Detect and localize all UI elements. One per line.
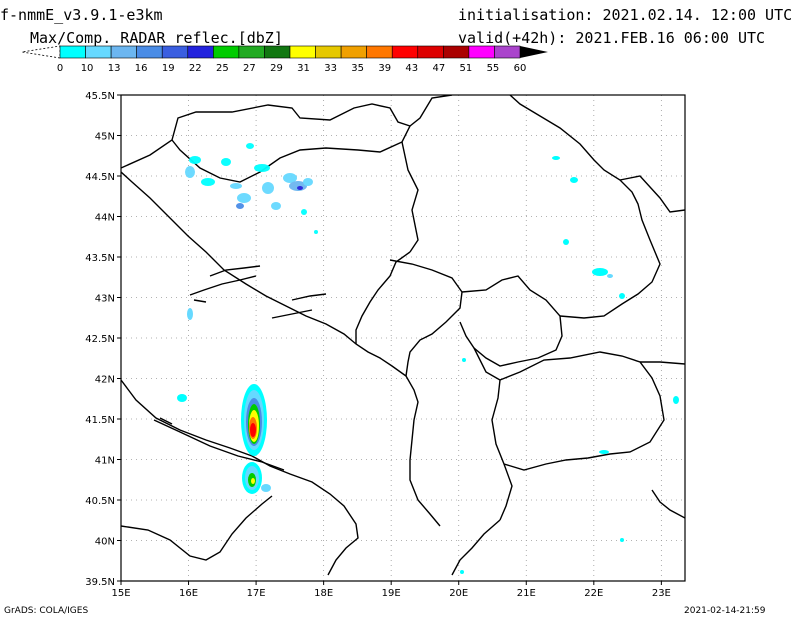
x-tick-label: 21E bbox=[517, 588, 536, 599]
croatia-bosnia-border bbox=[171, 125, 411, 183]
dalmatian-island-1 bbox=[189, 275, 257, 296]
y-tick-label: 43.5N bbox=[85, 253, 115, 264]
y-tick-label: 44N bbox=[95, 213, 115, 224]
colorbar-label: 13 bbox=[108, 63, 121, 74]
y-tick-label: 45.5N bbox=[85, 91, 115, 102]
colorbar-swatch bbox=[315, 45, 342, 59]
italy-heel-line bbox=[153, 419, 285, 471]
bosnia-east-border bbox=[401, 141, 419, 253]
kosovo-border bbox=[459, 275, 563, 367]
product-title: Max/Comp. RADAR reflec.[dbZ] bbox=[30, 29, 283, 47]
bosnia-montenegro-border bbox=[355, 251, 411, 344]
north-macedonia-border bbox=[499, 351, 665, 471]
y-tick-label: 45N bbox=[95, 132, 115, 143]
colorbar-swatch bbox=[468, 45, 495, 59]
y-tick-label: 42.5N bbox=[85, 334, 115, 345]
y-tick-label: 39.5N bbox=[85, 577, 115, 588]
colorbar-swatch bbox=[187, 45, 214, 59]
x-tick-label: 18E bbox=[314, 588, 333, 599]
colorbar-swatch bbox=[417, 45, 444, 59]
colorbar-label: 31 bbox=[297, 63, 310, 74]
serbia-montenegro-border bbox=[389, 259, 463, 377]
colorbar-label: 19 bbox=[162, 63, 175, 74]
y-tick-label: 41.5N bbox=[85, 415, 115, 426]
colorbar-label: 35 bbox=[351, 63, 364, 74]
colorbar-swatch bbox=[366, 45, 393, 59]
x-tick-label: 15E bbox=[111, 588, 130, 599]
colorbar-swatch bbox=[85, 45, 112, 59]
colorbar-label: 47 bbox=[432, 63, 445, 74]
dalmatian-island-3 bbox=[271, 309, 313, 319]
colorbar-label: 33 bbox=[324, 63, 337, 74]
radar-echoes bbox=[177, 143, 679, 574]
colorbar-swatch bbox=[110, 45, 137, 59]
colorbar-label: 27 bbox=[243, 63, 256, 74]
x-tick-label: 16E bbox=[179, 588, 198, 599]
x-tick-label: 20E bbox=[449, 588, 468, 599]
colorbar-swatch bbox=[289, 45, 316, 59]
y-tick-label: 40N bbox=[95, 537, 115, 548]
colorbar-swatch bbox=[391, 45, 419, 59]
dalmatian-island-5 bbox=[193, 299, 207, 303]
render-timestamp: 2021-02-14-21:59 bbox=[684, 606, 766, 616]
colorbar-label: 51 bbox=[460, 63, 473, 74]
colorbar-label: 29 bbox=[270, 63, 283, 74]
romania-serbia-border bbox=[619, 175, 685, 213]
albania-east-border bbox=[473, 347, 513, 521]
colorbar-swatch bbox=[238, 45, 265, 59]
x-tick-label: 23E bbox=[652, 588, 671, 599]
colorbar-swatch bbox=[136, 45, 163, 59]
greece-albania-border bbox=[451, 519, 501, 576]
grads-credit: GrADS: COLA/IGES bbox=[4, 606, 89, 616]
colorbar-swatch bbox=[494, 45, 521, 59]
colorbar-label: 39 bbox=[378, 63, 391, 74]
italy-coast-east bbox=[159, 417, 173, 425]
colorbar-label: 60 bbox=[514, 63, 527, 74]
x-tick-label: 19E bbox=[382, 588, 401, 599]
model-title: f-nmmE_v3.9.1-e3km bbox=[0, 6, 163, 24]
x-tick-label: 22E bbox=[584, 588, 603, 599]
colorbar-swatch bbox=[161, 45, 189, 59]
colorbar-label: 10 bbox=[81, 63, 94, 74]
italy-coast-north bbox=[121, 379, 359, 576]
colorbar-label: 43 bbox=[405, 63, 418, 74]
colorbar-swatch bbox=[264, 45, 291, 59]
colorbar-upper-arrow bbox=[520, 46, 548, 58]
colorbar-label: 16 bbox=[135, 63, 148, 74]
y-tick-label: 43N bbox=[95, 294, 115, 305]
y-tick-label: 42N bbox=[95, 375, 115, 386]
colorbar-label: 22 bbox=[189, 63, 202, 74]
axis-ticks: 15E 16E 17E 18E 19E 20E 21E 22E 23E 39.5N 40N 40.5N… bbox=[85, 91, 671, 599]
y-tick-label: 41N bbox=[95, 456, 115, 467]
x-tick-label: 17E bbox=[247, 588, 266, 599]
coastlines-and-borders bbox=[121, 95, 685, 576]
colorbar-swatch bbox=[443, 45, 470, 59]
bulgaria-greece-border bbox=[640, 361, 685, 365]
serbia-bulgaria-border bbox=[509, 95, 661, 319]
colorbar: 0 10 13 16 19 22 25 27 29 31 33 35 39 43 47 51 55 60 bbox=[21, 45, 548, 74]
echo-cluster-bosnia bbox=[185, 143, 318, 234]
colorbar-swatch bbox=[59, 45, 86, 59]
echo-scattered-east bbox=[460, 156, 679, 574]
colorbar-label: 0 bbox=[57, 63, 63, 74]
echo-cluster-italy-south bbox=[177, 308, 271, 494]
italy-gulf-taranto bbox=[121, 495, 273, 561]
dalmatian-island-2 bbox=[209, 265, 261, 277]
initialisation-time: initialisation: 2021.02.14. 12:00 UTC bbox=[458, 6, 793, 24]
dalmatian-island-4 bbox=[291, 293, 327, 301]
map-frame bbox=[120, 94, 686, 582]
croatia-slovenia-north-border bbox=[121, 95, 453, 169]
colorbar-label: 25 bbox=[216, 63, 229, 74]
colorbar-swatch bbox=[213, 45, 240, 59]
colorbar-lower-arrow bbox=[21, 45, 61, 59]
y-tick-label: 44.5N bbox=[85, 172, 115, 183]
y-tick-label: 40.5N bbox=[85, 496, 115, 507]
adriatic-east-coast bbox=[121, 171, 441, 527]
valid-time: valid(+42h): 2021.FEB.16 06:00 UTC bbox=[458, 29, 766, 47]
greek-coast bbox=[651, 489, 685, 519]
colorbar-label: 55 bbox=[487, 63, 500, 74]
lat-lon-grid bbox=[121, 95, 685, 581]
colorbar-swatch bbox=[340, 45, 367, 59]
